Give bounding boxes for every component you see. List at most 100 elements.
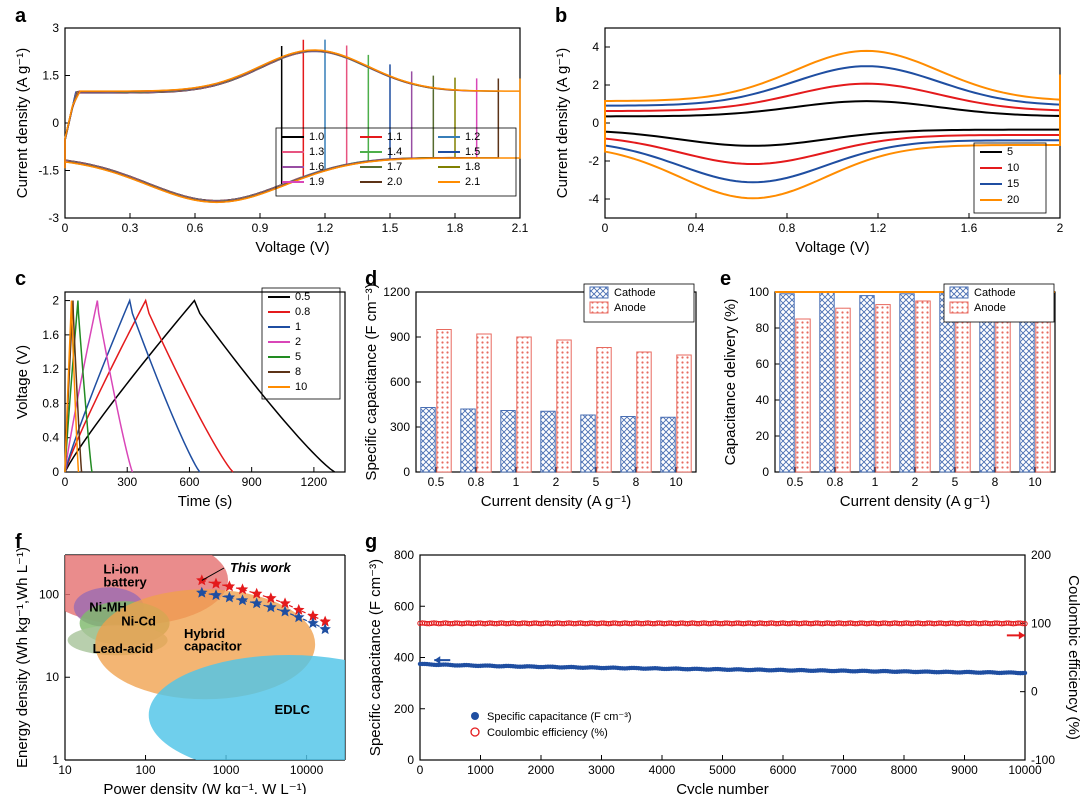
svg-text:1.4: 1.4 <box>387 146 402 158</box>
svg-text:1: 1 <box>513 475 520 489</box>
svg-text:-100: -100 <box>1031 753 1055 767</box>
svg-text:1200: 1200 <box>301 475 328 489</box>
svg-text:400: 400 <box>394 651 414 665</box>
svg-text:Specific capacitance (F cm⁻³): Specific capacitance (F cm⁻³) <box>487 711 632 723</box>
svg-text:Specific capacitance (F cm⁻³): Specific capacitance (F cm⁻³) <box>367 559 384 756</box>
svg-text:15: 15 <box>1007 178 1019 190</box>
svg-text:1.5: 1.5 <box>42 69 59 83</box>
svg-text:10: 10 <box>1028 475 1042 489</box>
svg-text:10: 10 <box>46 670 60 684</box>
svg-text:0: 0 <box>602 221 609 235</box>
svg-text:Time (s): Time (s) <box>178 493 232 510</box>
svg-text:Anode: Anode <box>974 302 1006 314</box>
svg-text:0: 0 <box>592 116 599 130</box>
svg-text:e: e <box>720 268 731 290</box>
svg-text:5: 5 <box>1007 146 1013 158</box>
svg-text:100: 100 <box>39 587 59 601</box>
svg-text:40: 40 <box>756 393 770 407</box>
svg-text:8000: 8000 <box>891 763 918 777</box>
svg-text:2: 2 <box>912 475 919 489</box>
svg-text:Capacitance delivery (%): Capacitance delivery (%) <box>722 299 739 466</box>
svg-text:Cathode: Cathode <box>974 287 1016 299</box>
svg-text:2.0: 2.0 <box>387 176 402 188</box>
svg-text:0: 0 <box>1031 685 1038 699</box>
svg-text:1.6: 1.6 <box>961 221 978 235</box>
svg-text:8: 8 <box>992 475 999 489</box>
svg-text:0: 0 <box>417 763 424 777</box>
svg-text:6000: 6000 <box>770 763 797 777</box>
svg-text:900: 900 <box>242 475 262 489</box>
svg-text:0.8: 0.8 <box>779 221 796 235</box>
svg-text:600: 600 <box>179 475 199 489</box>
svg-text:1: 1 <box>872 475 879 489</box>
svg-text:0: 0 <box>52 116 59 130</box>
svg-text:0: 0 <box>62 475 69 489</box>
svg-text:4000: 4000 <box>649 763 676 777</box>
svg-text:1.3: 1.3 <box>309 146 324 158</box>
svg-text:-3: -3 <box>48 211 59 225</box>
svg-text:1.2: 1.2 <box>465 131 480 143</box>
svg-text:1.9: 1.9 <box>309 176 324 188</box>
svg-text:0.8: 0.8 <box>42 396 59 410</box>
svg-text:Current density (A g⁻¹): Current density (A g⁻¹) <box>840 493 990 510</box>
svg-text:0.9: 0.9 <box>252 221 269 235</box>
svg-text:-2: -2 <box>588 154 599 168</box>
svg-text:0.8: 0.8 <box>468 475 485 489</box>
svg-text:Voltage (V): Voltage (V) <box>795 239 869 256</box>
figure-root: a00.30.60.91.21.51.82.1-3-1.501.53Voltag… <box>0 0 1080 794</box>
svg-text:1: 1 <box>295 321 301 333</box>
svg-text:a: a <box>15 5 27 27</box>
svg-text:1.8: 1.8 <box>465 161 480 173</box>
svg-text:9000: 9000 <box>951 763 978 777</box>
svg-text:10: 10 <box>1007 162 1019 174</box>
svg-text:8: 8 <box>295 366 301 378</box>
svg-text:1000: 1000 <box>467 763 494 777</box>
svg-text:Coulombic efficiency (%): Coulombic efficiency (%) <box>1065 575 1080 740</box>
svg-text:2.1: 2.1 <box>465 176 480 188</box>
svg-text:Ni-Cd: Ni-Cd <box>121 614 156 629</box>
svg-text:4: 4 <box>592 40 599 54</box>
svg-text:2: 2 <box>1057 221 1064 235</box>
svg-text:2: 2 <box>553 475 560 489</box>
svg-text:Current density (A g⁻¹): Current density (A g⁻¹) <box>481 493 631 510</box>
svg-text:80: 80 <box>756 321 770 335</box>
svg-text:300: 300 <box>117 475 137 489</box>
svg-text:5: 5 <box>295 351 301 363</box>
svg-text:This work: This work <box>230 560 291 575</box>
svg-text:1.6: 1.6 <box>42 328 59 342</box>
svg-text:1: 1 <box>52 753 59 767</box>
svg-text:1200: 1200 <box>383 285 410 299</box>
svg-text:Voltage (V): Voltage (V) <box>14 345 31 419</box>
svg-text:200: 200 <box>394 702 414 716</box>
svg-text:0.5: 0.5 <box>428 475 445 489</box>
svg-text:1.2: 1.2 <box>317 221 334 235</box>
svg-text:10: 10 <box>669 475 683 489</box>
svg-text:capacitor: capacitor <box>184 639 242 654</box>
svg-text:1.8: 1.8 <box>447 221 464 235</box>
svg-text:5: 5 <box>952 475 959 489</box>
svg-text:2.1: 2.1 <box>512 221 529 235</box>
svg-text:2000: 2000 <box>528 763 555 777</box>
svg-text:100: 100 <box>1031 616 1051 630</box>
svg-text:1.2: 1.2 <box>870 221 887 235</box>
svg-text:600: 600 <box>394 599 414 613</box>
svg-text:5000: 5000 <box>709 763 736 777</box>
svg-text:Ni-MH: Ni-MH <box>89 599 127 614</box>
svg-text:2: 2 <box>52 294 59 308</box>
svg-text:0.3: 0.3 <box>122 221 139 235</box>
svg-text:7000: 7000 <box>830 763 857 777</box>
svg-text:600: 600 <box>390 375 410 389</box>
svg-text:10: 10 <box>295 381 307 393</box>
svg-text:Specific capacitance (F cm⁻³): Specific capacitance (F cm⁻³) <box>363 283 380 480</box>
svg-text:300: 300 <box>390 420 410 434</box>
svg-text:Anode: Anode <box>614 302 646 314</box>
svg-text:Coulombic efficiency (%): Coulombic efficiency (%) <box>487 727 608 739</box>
svg-text:Voltage (V): Voltage (V) <box>255 239 329 256</box>
svg-text:8: 8 <box>633 475 640 489</box>
svg-text:60: 60 <box>756 357 770 371</box>
svg-text:1000: 1000 <box>213 763 240 777</box>
svg-text:100: 100 <box>136 763 156 777</box>
svg-text:battery: battery <box>103 574 147 589</box>
svg-text:1.2: 1.2 <box>42 362 59 376</box>
svg-text:0: 0 <box>762 465 769 479</box>
